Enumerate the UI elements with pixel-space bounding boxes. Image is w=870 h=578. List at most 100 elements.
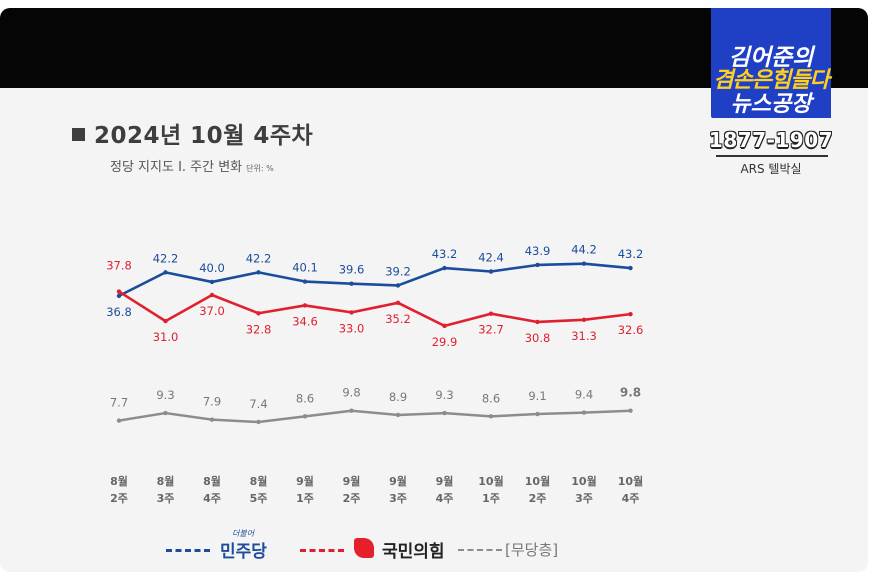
x-tick-month: 10월 — [525, 474, 550, 488]
series-line-0 — [118, 262, 631, 298]
slide-title: 2024년 10월 4주차 — [72, 116, 313, 150]
data-point — [442, 265, 447, 271]
data-label: 9.8 — [342, 386, 360, 400]
data-label: 40.0 — [199, 261, 225, 275]
dem-logo-mark: 더불어 — [232, 529, 255, 538]
unit-label: 단위: % — [246, 164, 274, 173]
data-label: 8.6 — [482, 391, 500, 405]
slide-subtitle: 정당 지지도 Ⅰ. 주간 변화 단위: % — [110, 160, 274, 175]
data-label: 7.4 — [249, 397, 267, 411]
data-label: 7.9 — [203, 395, 221, 409]
data-label: 39.6 — [339, 263, 365, 277]
data-point — [581, 261, 587, 266]
legend-line-dem — [166, 549, 210, 552]
legend-line-ppp — [300, 549, 344, 552]
data-label: 37.0 — [199, 304, 225, 318]
data-label: 29.9 — [432, 335, 458, 349]
data-label: 42.2 — [153, 251, 179, 265]
data-label: 39.2 — [385, 264, 411, 278]
data-point — [116, 293, 122, 299]
x-tick-week: 2주 — [529, 492, 547, 505]
data-point — [488, 414, 494, 419]
data-point — [163, 410, 168, 416]
x-tick-week: 1주 — [482, 492, 500, 505]
x-tick-month: 10월 — [478, 474, 503, 488]
x-tick-month: 10월 — [571, 474, 596, 488]
x-tick-week: 4주 — [203, 492, 221, 505]
data-point — [256, 311, 261, 316]
data-point — [302, 414, 308, 419]
data-point — [302, 279, 308, 284]
data-label: 8.6 — [296, 391, 314, 405]
data-point — [256, 419, 261, 425]
data-point — [209, 417, 215, 422]
data-label: 42.4 — [478, 251, 504, 265]
x-tick-week: 3주 — [389, 492, 407, 505]
x-tick-month: 8월 — [157, 474, 175, 488]
data-point — [628, 265, 633, 271]
data-label: 9.4 — [575, 388, 593, 402]
x-tick-month: 9월 — [296, 474, 314, 488]
data-point — [535, 411, 540, 417]
x-tick-week: 5주 — [250, 492, 268, 505]
x-tick-month: 9월 — [389, 474, 407, 488]
legend-none-label: [무당층] — [505, 541, 559, 559]
data-label: 32.6 — [618, 323, 644, 337]
data-label: 43.2 — [432, 247, 458, 261]
x-tick-month: 8월 — [250, 474, 268, 488]
data-point — [349, 408, 354, 413]
data-label: 32.8 — [246, 322, 272, 336]
series-line-2 — [118, 409, 631, 424]
data-point — [302, 303, 308, 308]
x-tick-week: 2주 — [110, 492, 128, 505]
data-point — [349, 281, 354, 286]
data-point — [488, 311, 494, 316]
phone-number: 1877-1907 — [708, 128, 834, 152]
logo-line-1: 김어준의 — [728, 45, 814, 71]
data-point — [442, 410, 447, 416]
data-point — [628, 408, 633, 413]
data-label: 34.6 — [292, 314, 318, 328]
x-tick-week: 3주 — [575, 492, 593, 505]
data-label: 43.9 — [525, 244, 551, 258]
data-point — [395, 300, 401, 306]
data-point — [535, 319, 540, 325]
x-tick-month: 9월 — [343, 474, 361, 488]
data-label: 9.3 — [156, 388, 174, 402]
ppp-logo-icon — [354, 538, 374, 558]
data-label: 8.9 — [389, 390, 407, 404]
data-label: 42.2 — [246, 251, 272, 265]
x-tick-month: 8월 — [110, 474, 128, 488]
x-tick-month: 10월 — [618, 474, 643, 488]
data-point — [395, 283, 401, 288]
data-label: 9.1 — [528, 389, 546, 403]
data-point — [209, 279, 215, 285]
data-label: 37.8 — [106, 259, 132, 273]
series-line-1 — [118, 290, 631, 328]
data-label: 7.7 — [110, 396, 128, 410]
data-point — [535, 262, 540, 268]
x-tick-month: 8월 — [203, 474, 221, 488]
data-label: 31.3 — [571, 329, 597, 343]
phone-underline — [716, 155, 828, 157]
data-label: 40.1 — [292, 261, 318, 275]
data-point — [163, 270, 168, 275]
x-tick-month: 9월 — [436, 474, 454, 488]
data-point — [628, 311, 633, 317]
data-label: 9.8 — [620, 386, 641, 400]
data-point — [488, 269, 494, 274]
data-point — [395, 412, 401, 418]
data-label: 30.8 — [525, 331, 551, 345]
logo-line-3: 뉴스공장 — [730, 92, 812, 117]
data-point — [163, 318, 168, 324]
show-logo: 김어준의 겸손은힘들다 뉴스공장 — [711, 8, 831, 118]
x-tick-week: 2주 — [343, 492, 361, 505]
logo-line-2: 겸손은힘들다 — [713, 68, 829, 93]
ars-label: ARS 텔박실 — [740, 162, 802, 176]
data-label: 9.3 — [435, 388, 453, 402]
data-point — [256, 270, 261, 275]
x-tick-week: 4주 — [436, 492, 454, 505]
data-point — [116, 418, 122, 423]
x-tick-week: 1주 — [296, 492, 314, 505]
